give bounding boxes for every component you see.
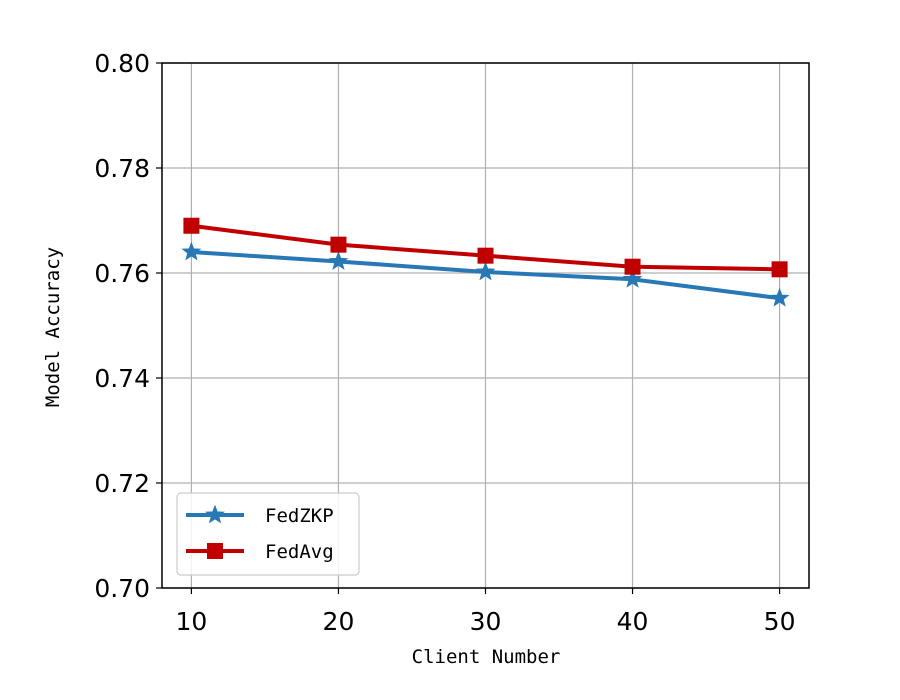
legend: FedZKP FedAvg: [176, 492, 360, 576]
x-tick-label: 30: [470, 607, 502, 636]
legend-marker-fedavg: [207, 543, 223, 559]
legend-label-fedzkp: FedZKP: [265, 505, 334, 527]
data-point-fedzkp: [328, 251, 349, 270]
legend-label-fedavg: FedAvg: [265, 541, 334, 563]
data-point-fedavg: [624, 258, 641, 275]
data-point-fedzkp: [475, 261, 496, 281]
x-tick-label: 40: [617, 607, 649, 636]
legend-item-fedavg: FedAvg: [186, 541, 334, 563]
data-point-fedzkp: [181, 241, 202, 261]
y-tick-label: 0.80: [94, 49, 150, 78]
x-tick-label: 20: [323, 607, 355, 636]
y-tick-label: 0.74: [94, 364, 150, 393]
y-tick-label: 0.76: [94, 259, 150, 288]
data-point-fedavg: [477, 247, 494, 264]
y-tick-label: 0.72: [94, 469, 150, 498]
x-tick-label: 50: [764, 607, 796, 636]
x-axis-label: Client Number: [412, 646, 561, 668]
legend-marker-fedzkp: [205, 504, 225, 524]
data-point-fedavg: [330, 236, 347, 253]
data-point-fedavg: [771, 261, 788, 278]
y-axis-label: Model Accuracy: [42, 247, 64, 407]
y-tick-label: 0.70: [94, 574, 150, 603]
y-tick-label: 0.78: [94, 154, 150, 183]
axis-ticks: 10 20 30 40 50 0.70 0.72 0.74 0.76 0.78 0.80: [94, 49, 795, 636]
data-point-fedzkp: [769, 287, 790, 307]
data-point-fedavg: [183, 217, 200, 234]
data-point-fedzkp: [622, 268, 643, 288]
legend-item-fedzkp: FedZKP: [186, 504, 334, 527]
x-tick-label: 10: [176, 607, 208, 636]
series-layer: [181, 217, 790, 307]
series-fedzkp: [181, 241, 790, 307]
series-fedavg: [183, 217, 788, 278]
